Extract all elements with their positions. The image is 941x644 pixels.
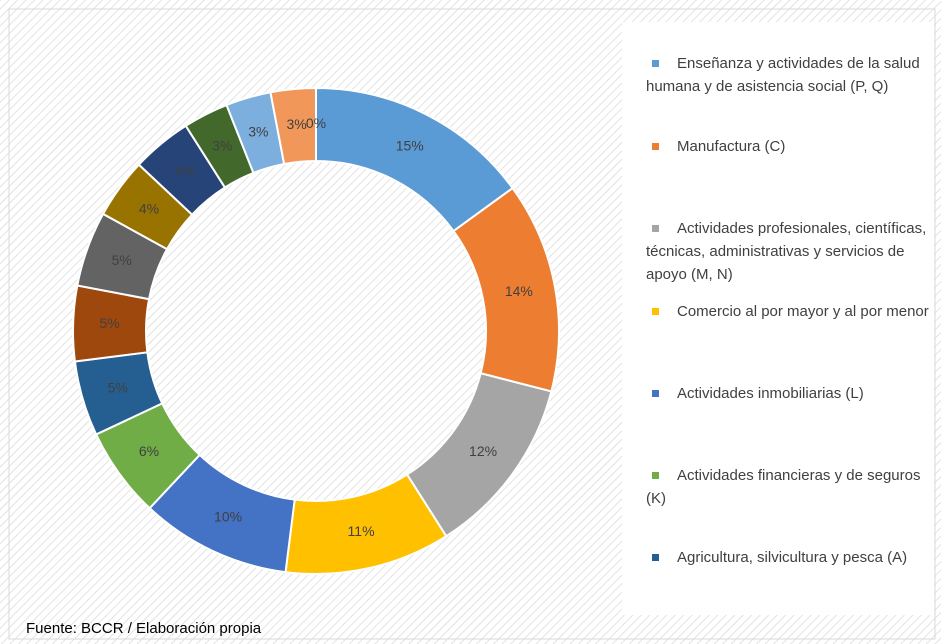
value-label: 12% xyxy=(469,443,497,459)
legend-swatch xyxy=(652,553,659,561)
legend-item: Actividades profesionales, científicas, … xyxy=(646,217,931,286)
value-label: 6% xyxy=(139,443,159,459)
value-label: 5% xyxy=(108,379,128,395)
legend-label: Comercio al por mayor y al por menor xyxy=(677,303,929,320)
legend: Enseñanza y actividades de la salud huma… xyxy=(622,22,934,615)
legend-swatch xyxy=(652,307,659,315)
legend-swatch xyxy=(652,224,659,232)
legend-item: Agricultura, silvicultura y pesca (A) xyxy=(646,546,931,569)
value-label: 0% xyxy=(306,115,326,131)
legend-swatch xyxy=(652,142,659,150)
legend-label: Enseñanza y actividades de la salud huma… xyxy=(646,55,920,95)
legend-item: Actividades inmobiliarias (L) xyxy=(646,382,931,405)
value-label: 5% xyxy=(99,315,119,331)
value-label: 4% xyxy=(174,163,194,179)
value-label: 3% xyxy=(248,123,268,139)
value-label: 3% xyxy=(212,138,232,154)
value-label: 4% xyxy=(139,200,159,216)
legend-label: Actividades financieras y de seguros (K) xyxy=(646,467,921,507)
legend-swatch xyxy=(652,389,659,397)
frame xyxy=(8,8,936,640)
value-label: 10% xyxy=(214,509,242,525)
legend-label: Manufactura (C) xyxy=(677,138,786,155)
value-label: 11% xyxy=(348,523,375,539)
legend-label: Agricultura, silvicultura y pesca (A) xyxy=(677,549,908,566)
value-label: 5% xyxy=(112,252,132,268)
legend-item: Manufactura (C) xyxy=(646,135,931,158)
legend-item: Enseñanza y actividades de la salud huma… xyxy=(646,52,931,98)
value-label: 15% xyxy=(396,138,424,154)
legend-item: Comercio al por mayor y al por menor xyxy=(646,300,931,323)
legend-label: Actividades inmobiliarias (L) xyxy=(677,385,864,402)
legend-label: Actividades profesionales, científicas, … xyxy=(646,220,927,283)
legend-swatch xyxy=(652,59,659,67)
value-label: 3% xyxy=(286,116,306,132)
legend-swatch xyxy=(652,471,659,479)
value-label: 14% xyxy=(505,283,533,299)
legend-item: Actividades financieras y de seguros (K) xyxy=(646,464,931,510)
source: Fuente: BCCR / Elaboración propia xyxy=(26,620,262,637)
